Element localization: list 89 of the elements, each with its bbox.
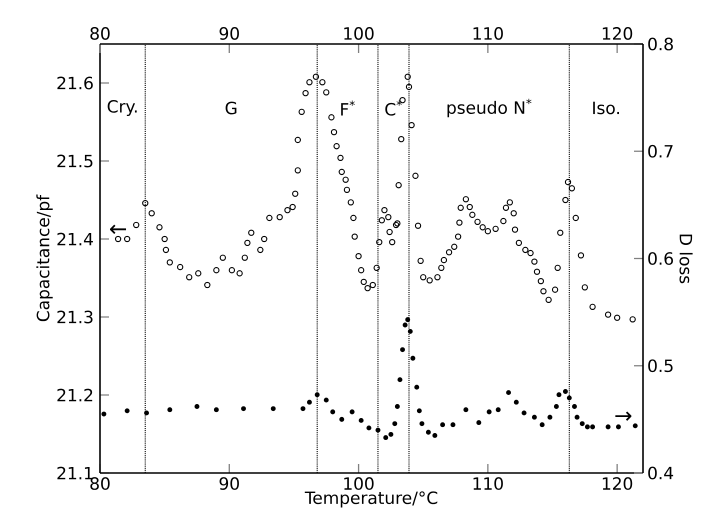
point [419, 421, 424, 426]
x-tick-label: 100 [344, 477, 374, 490]
point [580, 421, 585, 426]
y2-tick-label: 0.8 [648, 38, 673, 50]
point [214, 407, 219, 412]
point [556, 392, 562, 398]
point [314, 392, 320, 398]
x2-tick-label: 90 [220, 27, 239, 40]
point [532, 414, 537, 420]
point [566, 395, 572, 400]
point [547, 414, 552, 420]
point [366, 426, 372, 430]
x-axis-title: Temperature/°C [304, 491, 438, 508]
annotation: → [615, 411, 632, 421]
point [402, 322, 408, 328]
point [400, 347, 405, 352]
point [408, 328, 413, 334]
point [392, 421, 398, 426]
point [590, 424, 596, 430]
annotation: Cry. [108, 100, 137, 116]
annotation: ← [110, 224, 126, 234]
x-tick-label: 90 [220, 477, 239, 490]
point [572, 404, 577, 409]
y-axis-title: Capacitance/pf [36, 194, 53, 322]
annotation: G [226, 102, 236, 114]
annotation: F$^{*}$ [341, 100, 355, 116]
point [383, 435, 388, 440]
point [330, 409, 336, 414]
point [167, 407, 172, 412]
annotation: Iso. [593, 102, 619, 114]
y-tick-label: 21.5 [57, 154, 92, 168]
x-tick-label: 120 [602, 477, 632, 490]
point [416, 408, 422, 414]
point [324, 398, 329, 403]
point [632, 423, 638, 428]
y2-axis-title: D loss [680, 234, 693, 284]
x-tick-label: 110 [474, 477, 503, 490]
x2-tick-label: 120 [602, 27, 632, 40]
point [432, 433, 438, 438]
point [124, 408, 130, 414]
point [388, 432, 394, 437]
y2-tick-label: 0.7 [648, 144, 673, 158]
y-tick-label: 21.4 [57, 232, 93, 246]
point [241, 406, 246, 412]
point [306, 400, 312, 405]
y-tick-label: 21.2 [57, 388, 92, 402]
point [616, 424, 621, 430]
point [606, 424, 611, 430]
point [486, 409, 492, 414]
point [463, 407, 468, 412]
point [562, 389, 568, 394]
point [410, 356, 416, 361]
y-tick-label: 21.6 [57, 76, 93, 90]
point [440, 422, 446, 428]
annotation: pseudo N$^{*}$ [448, 98, 532, 118]
point [405, 317, 410, 322]
point [144, 410, 149, 416]
point [350, 409, 355, 414]
point [376, 428, 380, 433]
point [300, 406, 306, 412]
annotation: C$^{*}$ [385, 100, 402, 116]
point [496, 407, 501, 412]
point [339, 416, 344, 422]
point [522, 410, 527, 416]
point [270, 406, 276, 412]
point [194, 404, 200, 409]
y-tick-label: 21.1 [57, 466, 92, 480]
point [358, 418, 364, 423]
point [584, 424, 590, 430]
y-tick-label: 21.3 [57, 310, 93, 324]
point [450, 422, 456, 428]
point [397, 377, 402, 382]
x2-tick-label: 100 [344, 27, 374, 40]
point [514, 400, 519, 405]
point [101, 412, 106, 416]
x-tick-label: 80 [90, 477, 110, 490]
x2-tick-label: 110 [474, 27, 503, 40]
point [506, 390, 511, 396]
point [554, 404, 559, 409]
y2-tick-label: 0.4 [648, 466, 674, 480]
point [414, 384, 420, 390]
y2-tick-label: 0.6 [648, 252, 673, 265]
x2-tick-label: 80 [90, 27, 110, 40]
point [540, 422, 545, 428]
y2-tick-label: 0.5 [648, 359, 673, 372]
point [426, 430, 431, 435]
point [574, 414, 580, 420]
point [394, 404, 400, 409]
point [476, 420, 482, 426]
